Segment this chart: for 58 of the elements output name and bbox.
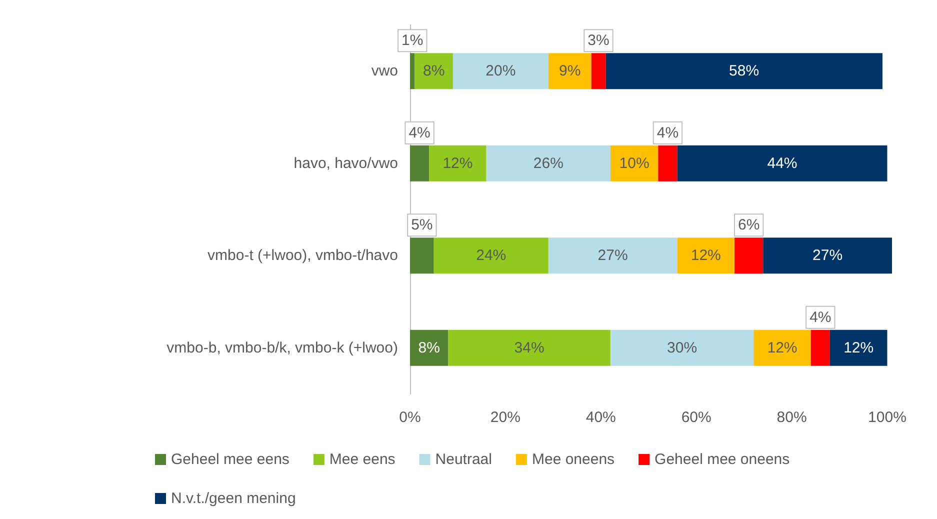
bar (548, 238, 678, 274)
x-tick-label: 0% (399, 409, 421, 426)
legend-label: Mee eens (329, 451, 396, 468)
data-label: 12% (844, 339, 874, 356)
data-label: 8% (423, 62, 445, 80)
bar (677, 238, 735, 274)
y-tick-label: vmbo-b, vmbo-b/k, vmbo-k (+lwoo) (166, 339, 398, 356)
data-label: 5% (411, 216, 433, 234)
y-tick-label: havo, havo/vwo (294, 154, 398, 172)
legend-label: Neutraal (435, 451, 492, 468)
x-tick-label: 40% (586, 409, 616, 426)
x-tick-label: 60% (681, 409, 712, 426)
bar (610, 330, 754, 366)
data-label: 12% (690, 247, 721, 264)
data-label: 58% (729, 62, 760, 80)
bar (486, 145, 610, 182)
data-label: 27% (598, 247, 628, 264)
bar (434, 238, 548, 274)
data-label: 44% (767, 154, 798, 172)
data-label: 3% (588, 32, 610, 50)
data-label: 10% (619, 154, 650, 172)
bar (754, 330, 811, 366)
data-label: 20% (486, 62, 516, 80)
data-label: 4% (810, 308, 832, 326)
data-label: 34% (514, 339, 544, 356)
y-tick-label: vwo (371, 62, 398, 80)
bar (410, 53, 415, 90)
data-label: 24% (476, 247, 506, 264)
x-tick-label: 80% (776, 409, 807, 426)
legend-label: N.v.t./geen mening (171, 490, 296, 507)
legend-label: Mee oneens (532, 451, 615, 468)
bar (452, 53, 548, 90)
y-tick-label: vmbo-t (+lwoo), vmbo-t/havo (208, 247, 398, 264)
x-tick-label: 100% (868, 409, 906, 426)
bar (830, 330, 888, 366)
data-label: 8% (418, 339, 440, 356)
data-label: 30% (667, 339, 698, 356)
bar (429, 145, 486, 182)
data-label: 1% (402, 32, 424, 50)
data-label: 9% (559, 62, 581, 80)
bar (548, 53, 592, 90)
bar (606, 53, 882, 90)
bar (610, 145, 658, 182)
data-label: 12% (767, 339, 798, 356)
bar (448, 330, 610, 366)
data-label: 4% (408, 124, 430, 142)
bar (677, 145, 888, 182)
legend-label: Geheel mee eens (171, 451, 290, 468)
data-label: 12% (442, 154, 473, 172)
legend-label: Geheel mee oneens (654, 451, 790, 468)
x-tick-label: 20% (490, 409, 520, 426)
data-label: 4% (656, 124, 679, 142)
data-label: 6% (738, 216, 760, 234)
bar (414, 53, 453, 90)
bar (410, 330, 448, 366)
bar (763, 238, 892, 274)
data-label: 26% (533, 154, 564, 172)
data-label: 27% (812, 247, 843, 264)
